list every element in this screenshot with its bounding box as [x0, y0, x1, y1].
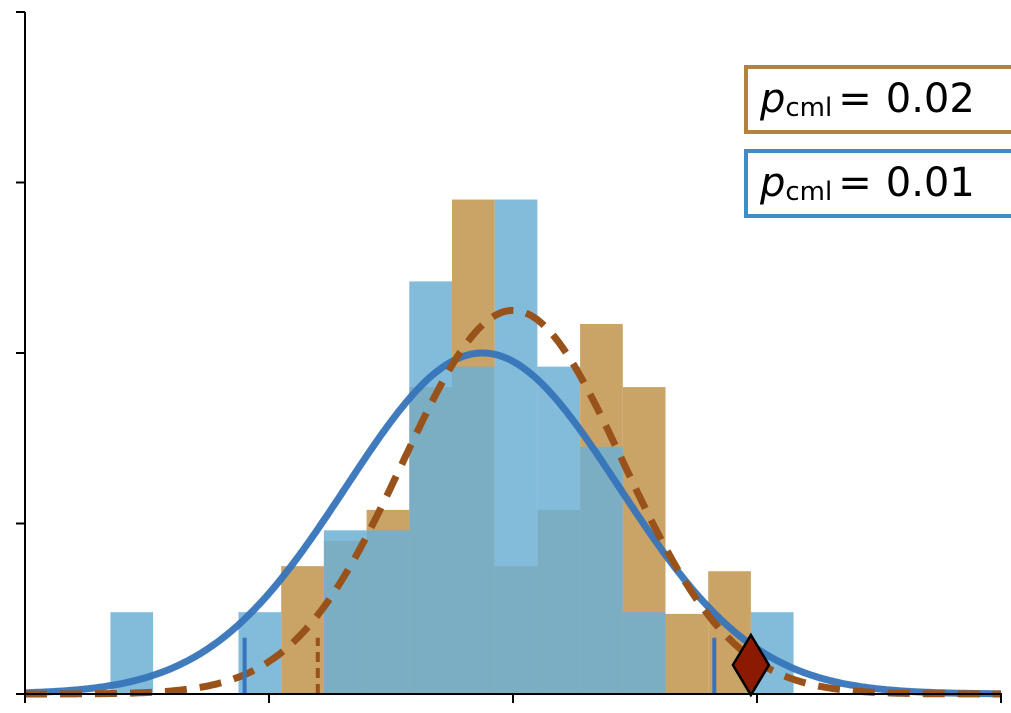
observed-marker-layer — [731, 632, 771, 698]
histogram-bar — [494, 199, 538, 695]
dashed-fit-curve — [23, 306, 1003, 698]
annotation-equals: = — [838, 76, 872, 122]
observed-value-marker — [731, 632, 771, 698]
cutoff-lines — [242, 637, 717, 694]
histogram-bar — [409, 281, 452, 694]
annotation-var: p — [760, 76, 786, 122]
axes — [16, 11, 1002, 703]
annotation-pvalue-2: pcml = 0.01 — [744, 149, 1011, 218]
annotation-var: p — [760, 160, 786, 206]
annotation-pvalue-1: pcml = 0.02 — [744, 65, 1011, 134]
solid-fit-curve — [23, 349, 1003, 698]
annotation-sub: cml — [785, 177, 833, 207]
fitted-curves — [23, 306, 1003, 698]
histogram-bar — [452, 366, 495, 694]
histogram-bar — [622, 612, 666, 694]
histogram-bar — [323, 530, 367, 694]
histogram-bar — [366, 530, 410, 694]
annotation-value: 0.01 — [885, 160, 975, 206]
histogram-bar — [665, 613, 709, 694]
annotation-sub: cml — [785, 93, 833, 123]
annotation-equals: = — [838, 160, 872, 206]
annotation-value: 0.02 — [885, 76, 975, 122]
